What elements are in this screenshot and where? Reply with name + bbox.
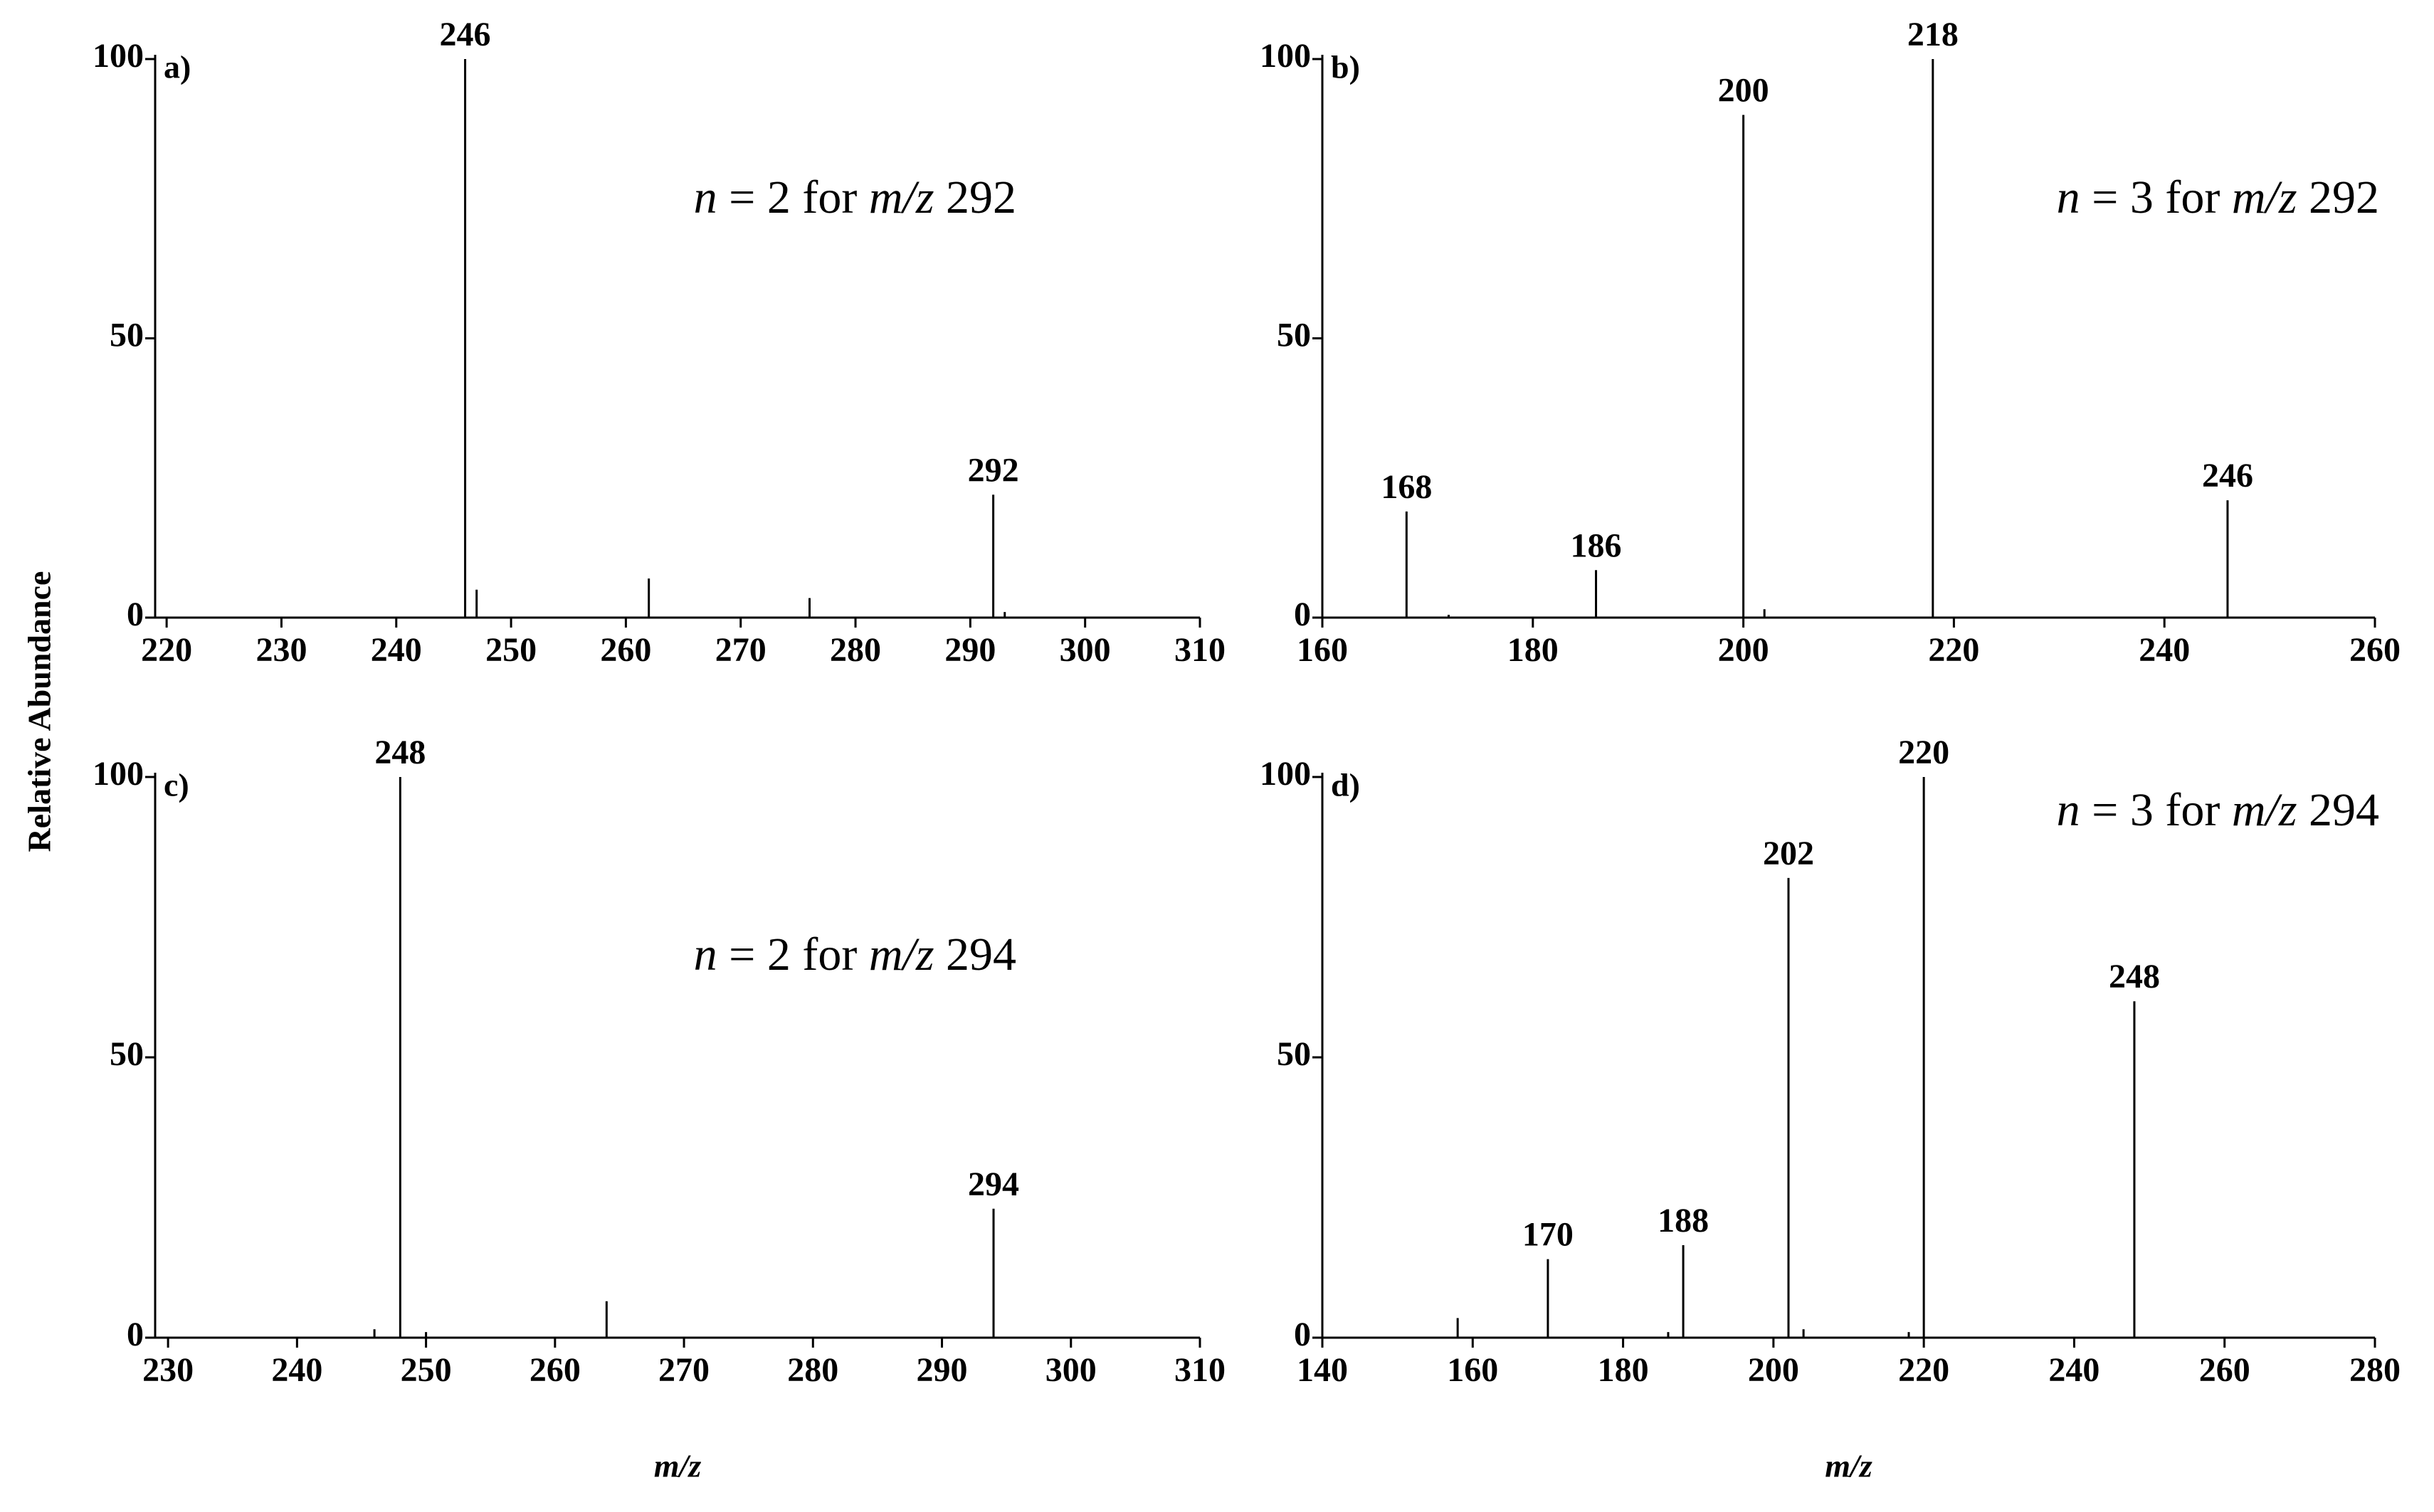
y-tick-label: 100 [93,755,144,793]
peak-label: 168 [1381,468,1432,506]
annotation-part: 294 [2297,784,2380,836]
annotation-part: = 3 for [2080,784,2232,836]
panel-label: c) [164,767,189,803]
x-tick-label: 270 [715,631,766,669]
x-tick-label: 160 [1297,631,1348,669]
panel-label: a) [164,49,191,85]
x-tick-label: 260 [2199,1351,2250,1389]
y-tick-label: 50 [1277,1035,1311,1073]
x-tick-label: 240 [371,631,422,669]
x-tick-label: 220 [1898,1351,1949,1389]
x-tick-label: 180 [1598,1351,1649,1389]
x-tick-label: 240 [2139,631,2190,669]
x-tick-label: 220 [1928,631,1979,669]
x-axis-label: m/z [654,1448,702,1484]
x-tick-label: 260 [530,1351,581,1389]
y-tick-label: 50 [1277,317,1311,354]
y-tick-label: 0 [1294,596,1311,633]
x-tick-label: 230 [255,631,307,669]
x-tick-label: 240 [2048,1351,2100,1389]
x-tick-label: 200 [1748,1351,1799,1389]
x-tick-label: 280 [830,631,881,669]
x-tick-label: 300 [1060,631,1111,669]
annotation-part: m/z [2232,171,2297,223]
annotation-part: = 3 for [2080,171,2232,223]
x-tick-label: 180 [1507,631,1559,669]
x-tick-label: 270 [658,1351,710,1389]
peak-label: 248 [2109,958,2160,995]
peak-label: 248 [374,734,426,771]
y-tick-label: 0 [127,1316,144,1353]
x-tick-label: 260 [2349,631,2401,669]
x-tick-label: 280 [787,1351,838,1389]
y-tick-label: 100 [1260,37,1311,75]
annotation: n = 2 for m/z 292 [694,171,1016,223]
annotation-part: 292 [2297,171,2380,223]
annotation-part: = 2 for [717,171,869,223]
peak-label: 186 [1571,527,1622,564]
x-tick-label: 280 [2349,1351,2401,1389]
annotation-part: m/z [869,171,934,223]
x-axis-label: m/z [1825,1448,1872,1484]
x-tick-label: 290 [917,1351,968,1389]
annotation-part: n [694,171,717,223]
x-tick-label: 160 [1447,1351,1498,1389]
x-tick-label: 260 [600,631,651,669]
peak-label: 246 [440,16,491,53]
annotation-part: 292 [934,171,1017,223]
annotation: n = 3 for m/z 292 [2057,171,2379,223]
y-tick-label: 0 [1294,1316,1311,1353]
x-tick-label: 310 [1174,631,1226,669]
x-tick-label: 250 [485,631,537,669]
annotation-part: m/z [869,929,934,980]
y-tick-label: 0 [127,596,144,633]
x-tick-label: 310 [1174,1351,1226,1389]
y-axis-label: Relative Abundance [21,571,58,852]
x-tick-label: 250 [401,1351,452,1389]
peak-label: 246 [2202,457,2253,495]
peak-label: 294 [968,1165,1019,1203]
x-tick-label: 140 [1297,1351,1348,1389]
peak-label: 202 [1763,835,1814,872]
annotation: n = 3 for m/z 294 [2057,784,2379,836]
peak-label: 188 [1658,1202,1709,1239]
annotation-part: n [694,929,717,980]
peak-label: 218 [1907,16,1959,53]
y-tick-label: 50 [110,317,144,354]
x-tick-label: 220 [141,631,192,669]
annotation-part: m/z [2232,784,2297,836]
y-tick-label: 100 [93,37,144,75]
panel-label: b) [1331,49,1360,85]
y-tick-label: 100 [1260,755,1311,793]
peak-label: 200 [1718,72,1769,110]
annotation-part: n [2057,784,2080,836]
x-tick-label: 230 [142,1351,194,1389]
peak-label: 170 [1522,1216,1574,1254]
annotation-part: 294 [934,929,1017,980]
x-tick-label: 240 [271,1351,322,1389]
peak-label: 292 [968,451,1019,489]
x-tick-label: 300 [1045,1351,1097,1389]
annotation-part: = 2 for [717,929,869,980]
x-tick-label: 200 [1718,631,1769,669]
x-tick-label: 290 [944,631,996,669]
annotation: n = 2 for m/z 294 [694,929,1016,980]
y-tick-label: 50 [110,1035,144,1073]
panel-label: d) [1331,767,1360,803]
annotation-part: n [2057,171,2080,223]
peak-label: 220 [1898,734,1949,771]
